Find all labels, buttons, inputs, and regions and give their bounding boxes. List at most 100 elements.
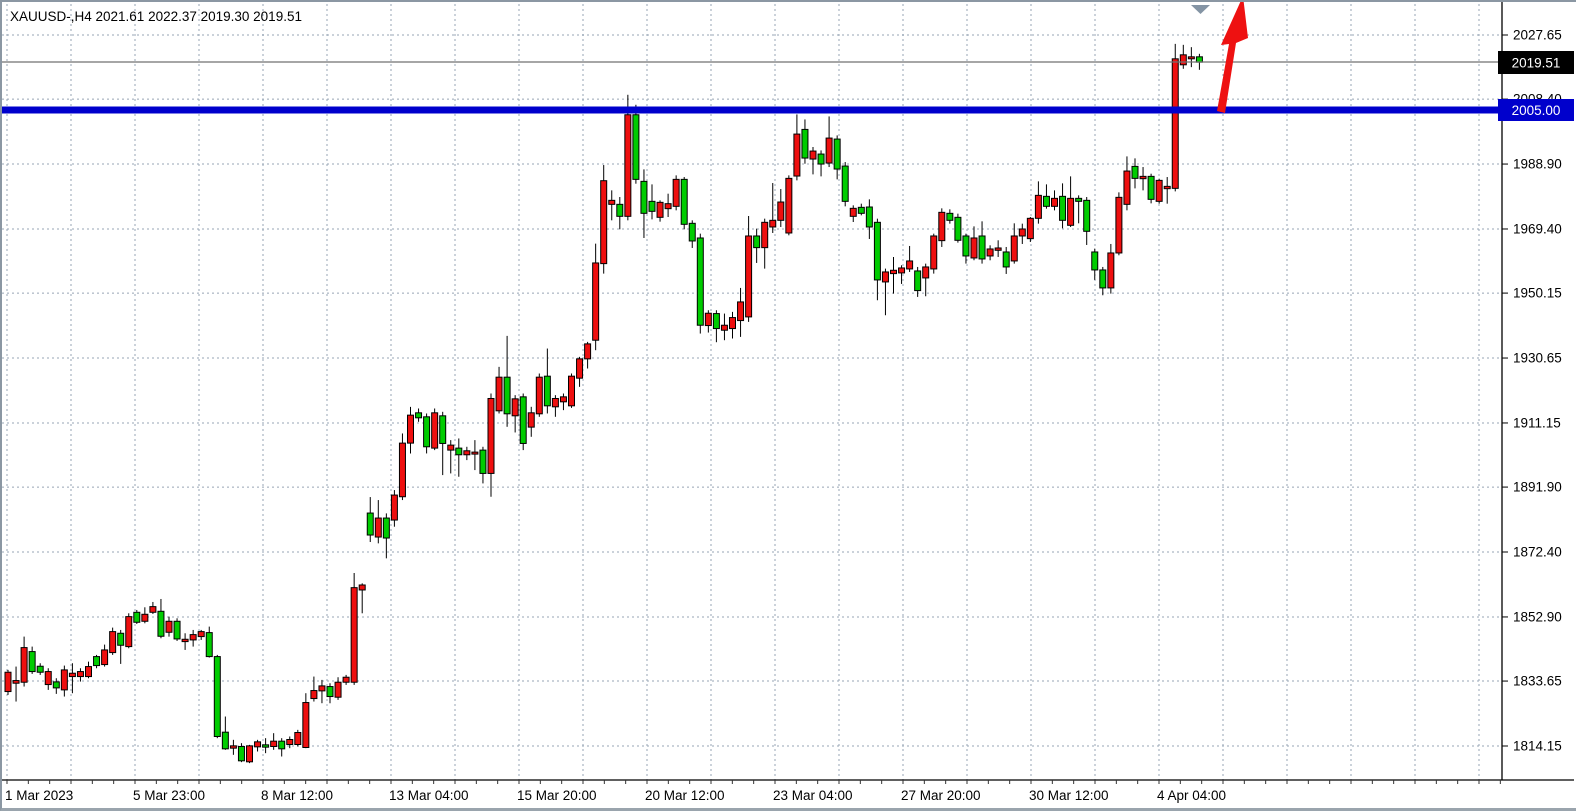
candle-down <box>857 206 865 214</box>
candle-down <box>503 376 511 415</box>
bid-price-badge-text: 2019.51 <box>1512 56 1561 71</box>
candle-up <box>704 312 712 327</box>
candle-up <box>986 248 994 257</box>
candles <box>4 43 1203 764</box>
time-axis-label: 1 Mar 2023 <box>5 788 73 803</box>
candle-up <box>777 201 785 221</box>
candle-up <box>334 681 342 698</box>
candle-down <box>914 270 922 292</box>
time-axis-label: 15 Mar 20:00 <box>517 788 597 803</box>
candle-down <box>237 745 245 762</box>
candle-up <box>809 150 817 160</box>
candle-down <box>632 114 640 180</box>
time-axis-label: 27 Mar 20:00 <box>901 788 981 803</box>
candle-up <box>141 613 149 622</box>
candle-up <box>535 376 543 415</box>
candle-up <box>1155 179 1163 202</box>
candle-up <box>600 180 608 265</box>
candle-up <box>1051 197 1058 207</box>
price-axis-label: 2027.65 <box>1513 28 1562 43</box>
time-axis-label: 13 Mar 04:00 <box>389 788 469 803</box>
candle-up <box>197 631 205 638</box>
candle-down <box>326 686 334 698</box>
candle-down <box>1099 269 1107 289</box>
candle-up <box>294 732 302 745</box>
candle-down <box>873 221 881 281</box>
candle-up <box>1034 194 1042 219</box>
candle-up <box>922 266 930 279</box>
support-price-badge: 2005.00 <box>1498 99 1574 121</box>
candle-up <box>109 631 117 654</box>
candle-up <box>487 397 495 474</box>
candle-up <box>101 649 109 666</box>
candle-up <box>608 199 616 205</box>
price-axis[interactable]: 2027.652008.401988.901969.401950.151930.… <box>1502 28 1562 754</box>
price-axis-label: 1969.40 <box>1513 221 1562 236</box>
candle-up <box>568 375 575 407</box>
candle-down <box>1091 251 1099 271</box>
candle-up <box>672 178 680 207</box>
candle-up <box>229 745 237 749</box>
candle-up <box>527 412 535 428</box>
candle-up <box>898 267 906 274</box>
candle-up <box>1010 235 1018 262</box>
price-axis-label: 1891.90 <box>1513 480 1562 495</box>
candle-down <box>865 206 873 228</box>
candle-down <box>93 656 101 667</box>
candle-down <box>1059 195 1067 221</box>
candle-up <box>471 451 479 455</box>
candle-up <box>254 741 262 748</box>
candle-down <box>954 216 962 241</box>
candle-up <box>189 634 197 641</box>
bid-price-badge: 2019.51 <box>1498 51 1574 74</box>
time-axis-label: 30 Mar 12:00 <box>1029 788 1109 803</box>
candle-up <box>310 690 318 700</box>
candle-up <box>463 450 471 456</box>
candle-down <box>36 665 44 673</box>
candle-up <box>584 343 592 360</box>
candle-up <box>165 620 173 633</box>
candle-up <box>246 745 253 763</box>
candle-up <box>729 317 736 330</box>
candle-up <box>849 207 857 217</box>
candle-up <box>994 247 1002 251</box>
candle-down <box>439 415 447 444</box>
candle-up <box>350 587 358 683</box>
candle-up <box>720 324 728 331</box>
price-axis-label: 1872.40 <box>1513 545 1562 560</box>
candle-down <box>415 412 423 419</box>
candle-down <box>841 165 849 202</box>
candle-up <box>785 177 793 234</box>
candle-down <box>962 235 970 257</box>
candle-up <box>1139 175 1147 180</box>
candle-up <box>76 671 84 678</box>
candle-down <box>133 611 141 623</box>
candle-up <box>938 211 946 242</box>
candle-up <box>1163 185 1171 190</box>
candle-down <box>833 138 841 170</box>
candle-up <box>559 396 567 403</box>
candle-down <box>640 180 648 214</box>
price-axis-label: 1911.15 <box>1513 415 1561 430</box>
candle-up <box>551 397 559 408</box>
price-axis-label: 1930.65 <box>1513 351 1562 366</box>
time-axis[interactable]: 1 Mar 2023 5 Mar 23:00 8 Mar 12:00 13 Mar 0… <box>5 780 1501 803</box>
candle-down <box>28 651 36 673</box>
candle-down <box>278 740 286 750</box>
candle-up <box>769 219 777 228</box>
time-axis-label: 8 Mar 12:00 <box>261 788 333 803</box>
candle-up <box>390 494 398 521</box>
candle-down <box>519 396 527 444</box>
candle-up <box>358 584 366 591</box>
candle-down <box>1042 195 1050 207</box>
candle-up <box>181 638 189 643</box>
red-up-arrow-annotation[interactable] <box>1217 2 1248 113</box>
candle-down <box>117 632 125 646</box>
candle-up <box>576 358 584 379</box>
candle-up <box>970 237 978 259</box>
candle-up <box>374 517 382 538</box>
grey-down-triangle-marker[interactable] <box>1191 5 1210 14</box>
candle-down <box>696 237 704 326</box>
chart-title: XAUUSD-,H4 2021.61 2022.37 2019.30 2019.… <box>10 9 302 24</box>
